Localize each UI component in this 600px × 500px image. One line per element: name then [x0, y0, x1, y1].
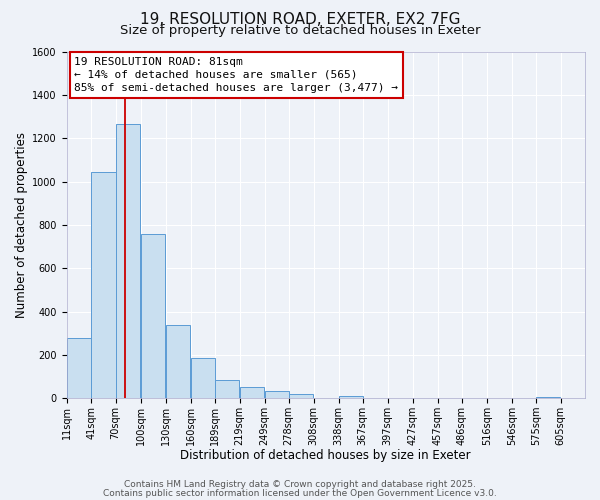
Bar	[67, 338, 91, 398]
Bar	[265, 390, 289, 398]
Y-axis label: Number of detached properties: Number of detached properties	[15, 132, 28, 318]
X-axis label: Distribution of detached houses by size in Exeter: Distribution of detached houses by size …	[181, 450, 471, 462]
Text: 19 RESOLUTION ROAD: 81sqm
← 14% of detached houses are smaller (565)
85% of semi: 19 RESOLUTION ROAD: 81sqm ← 14% of detac…	[74, 56, 398, 93]
Text: Size of property relative to detached houses in Exeter: Size of property relative to detached ho…	[120, 24, 480, 37]
Bar	[91, 172, 116, 398]
Bar	[116, 124, 140, 398]
Bar	[215, 380, 239, 398]
Bar	[191, 358, 215, 398]
Bar	[140, 234, 165, 398]
Bar	[338, 396, 363, 398]
Bar	[289, 394, 313, 398]
Text: 19, RESOLUTION ROAD, EXETER, EX2 7FG: 19, RESOLUTION ROAD, EXETER, EX2 7FG	[140, 12, 460, 28]
Bar	[239, 388, 264, 398]
Bar	[536, 397, 560, 398]
Bar	[166, 324, 190, 398]
Text: Contains HM Land Registry data © Crown copyright and database right 2025.: Contains HM Land Registry data © Crown c…	[124, 480, 476, 489]
Text: Contains public sector information licensed under the Open Government Licence v3: Contains public sector information licen…	[103, 488, 497, 498]
